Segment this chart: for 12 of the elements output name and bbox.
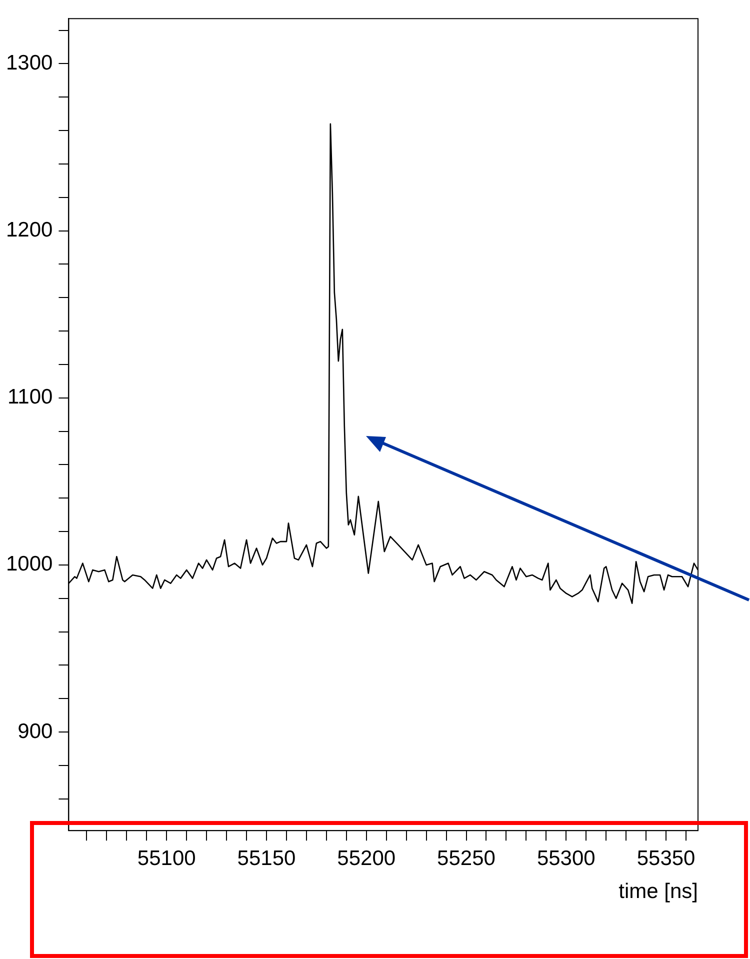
x-tick-label: 55300 [536, 846, 596, 870]
y-tick-label: 1300 [6, 52, 53, 75]
x-axis-title: time [ns] [618, 880, 698, 904]
y-tick-label: 1100 [8, 386, 53, 409]
x-tick-label: 55350 [636, 846, 696, 870]
y-tick-label: 1200 [6, 218, 53, 242]
x-tick-label: 55150 [237, 846, 296, 870]
x-tick-label: 55200 [337, 846, 396, 870]
x-tick-label: 55100 [137, 846, 196, 870]
y-tick-label: 1000 [6, 552, 53, 576]
y-tick-label: 900 [18, 720, 53, 743]
x-tick-label: 55250 [437, 846, 496, 870]
